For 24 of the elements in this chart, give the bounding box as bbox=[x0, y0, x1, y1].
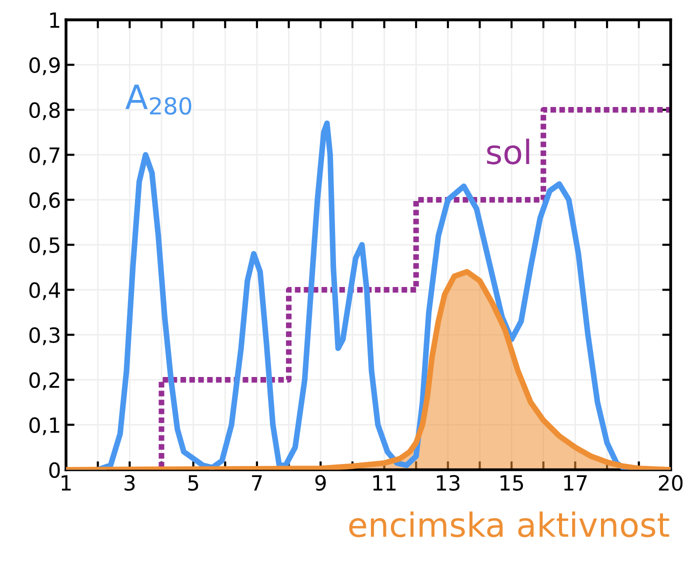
x-tick-label: 7 bbox=[252, 475, 262, 490]
y-tick-label: 0,2 bbox=[29, 372, 60, 390]
y-tick-label: 0,9 bbox=[29, 57, 60, 76]
y-tick-label: 1 bbox=[50, 12, 60, 28]
x-tick-label: 20 bbox=[658, 475, 683, 491]
series-label: A$_{280}$ bbox=[125, 84, 192, 115]
y-tick-label: 0,1 bbox=[29, 417, 60, 436]
y-tick-label: 0,4 bbox=[29, 282, 60, 300]
y-tick-label: 0,7 bbox=[29, 147, 60, 166]
series-label: encimska aktivnost bbox=[349, 511, 670, 538]
x-tick-label: 13 bbox=[436, 475, 460, 491]
x-tick-label: 5 bbox=[188, 475, 198, 491]
y-tick-label: 0,5 bbox=[29, 237, 60, 256]
y-tick-label: 0 bbox=[49, 462, 60, 478]
y-tick-label: 0,8 bbox=[29, 102, 60, 120]
y-tick-label: 0,6 bbox=[29, 192, 60, 210]
series-label: sol bbox=[487, 138, 530, 164]
y-tick-label: 0,3 bbox=[29, 327, 60, 346]
x-tick-label: 11 bbox=[373, 475, 396, 490]
x-tick-label: 1 bbox=[62, 475, 71, 490]
x-tick-label: 15 bbox=[500, 475, 523, 491]
x-tick-label: 17 bbox=[564, 475, 587, 490]
x-tick-label: 9 bbox=[315, 475, 326, 491]
x-tick-label: 3 bbox=[124, 475, 135, 491]
